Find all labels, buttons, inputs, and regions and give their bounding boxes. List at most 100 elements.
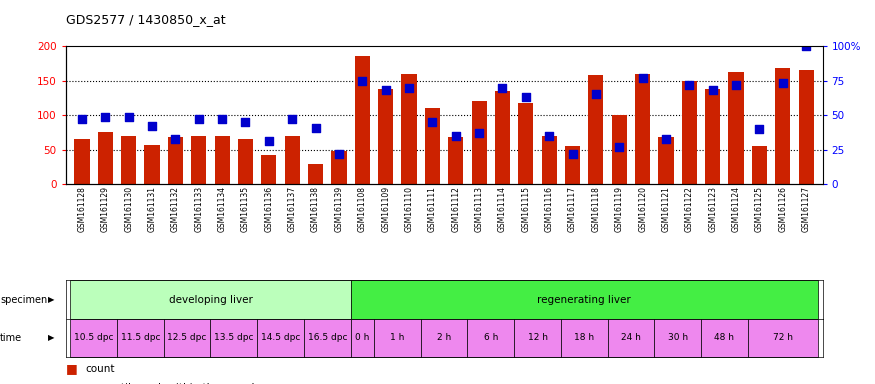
Point [239,119,253,125]
Text: 16.5 dpc: 16.5 dpc [307,333,347,343]
Point [285,116,299,122]
Text: GDS2577 / 1430850_x_at: GDS2577 / 1430850_x_at [66,13,225,26]
Point [752,126,766,132]
Text: 6 h: 6 h [484,333,498,343]
Bar [117,319,164,357]
Point [309,124,323,131]
Text: ▶: ▶ [48,295,54,304]
Text: 13.5 dpc: 13.5 dpc [214,333,254,343]
Text: 10.5 dpc: 10.5 dpc [74,333,114,343]
Text: 12 h: 12 h [528,333,548,343]
Bar [308,164,323,184]
Text: regenerating liver: regenerating liver [537,295,631,305]
Point [776,80,790,86]
Point [192,116,206,122]
Point [425,119,439,125]
Bar [402,74,416,184]
Bar [514,319,561,357]
Point [565,151,579,157]
Point [379,87,393,93]
Bar [682,81,697,184]
Point [215,116,229,122]
Bar [542,136,556,184]
Bar [262,155,276,184]
Text: 2 h: 2 h [437,333,452,343]
Text: 12.5 dpc: 12.5 dpc [167,333,206,343]
Text: 1 h: 1 h [390,333,404,343]
Text: 11.5 dpc: 11.5 dpc [121,333,160,343]
Text: 48 h: 48 h [714,333,734,343]
Point [729,82,743,88]
Text: 72 h: 72 h [773,333,793,343]
Bar [424,108,440,184]
Text: ▶: ▶ [48,333,54,343]
Bar [191,136,206,184]
Point [145,123,159,129]
Text: 0 h: 0 h [355,333,369,343]
Point [612,144,626,150]
Bar [284,136,300,184]
Text: 14.5 dpc: 14.5 dpc [261,333,300,343]
Point [98,114,112,120]
Bar [448,137,464,184]
Bar [238,139,253,184]
Bar [799,70,814,184]
Bar [421,319,467,357]
Point [449,133,463,139]
Bar [705,89,720,184]
Bar [354,56,370,184]
Point [659,136,673,142]
Point [589,91,603,98]
Point [402,84,416,91]
Bar [775,68,790,184]
Point [799,43,813,49]
Bar [561,319,607,357]
Point [495,84,509,91]
Point [332,151,346,157]
Bar [211,319,257,357]
Text: specimen: specimen [0,295,47,305]
Bar [635,74,650,184]
Bar [658,137,674,184]
Point [473,130,487,136]
Bar [351,280,818,319]
Text: 18 h: 18 h [574,333,594,343]
Bar [495,91,510,184]
Bar [588,75,604,184]
Text: 24 h: 24 h [621,333,640,343]
Bar [144,145,159,184]
Bar [467,319,514,357]
Point [519,94,533,100]
Point [168,136,182,142]
Bar [378,89,393,184]
Bar [374,319,421,357]
Bar [70,280,351,319]
Point [75,116,89,122]
Text: time: time [0,333,22,343]
Text: developing liver: developing liver [169,295,252,305]
Bar [257,319,304,357]
Bar [654,319,701,357]
Bar [168,137,183,184]
Bar [304,319,351,357]
Bar [214,136,230,184]
Bar [612,115,626,184]
Bar [607,319,654,357]
Bar [748,319,818,357]
Point [262,138,276,144]
Text: ■: ■ [66,381,77,384]
Point [542,133,556,139]
Point [635,75,649,81]
Point [682,82,696,88]
Text: percentile rank within the sample: percentile rank within the sample [85,383,261,384]
Point [706,87,720,93]
Bar [70,319,117,357]
Point [355,78,369,84]
Bar [121,136,136,184]
Bar [164,319,211,357]
Text: count: count [85,364,115,374]
Text: 30 h: 30 h [668,333,688,343]
Bar [472,101,487,184]
Bar [74,139,89,184]
Bar [351,319,374,357]
